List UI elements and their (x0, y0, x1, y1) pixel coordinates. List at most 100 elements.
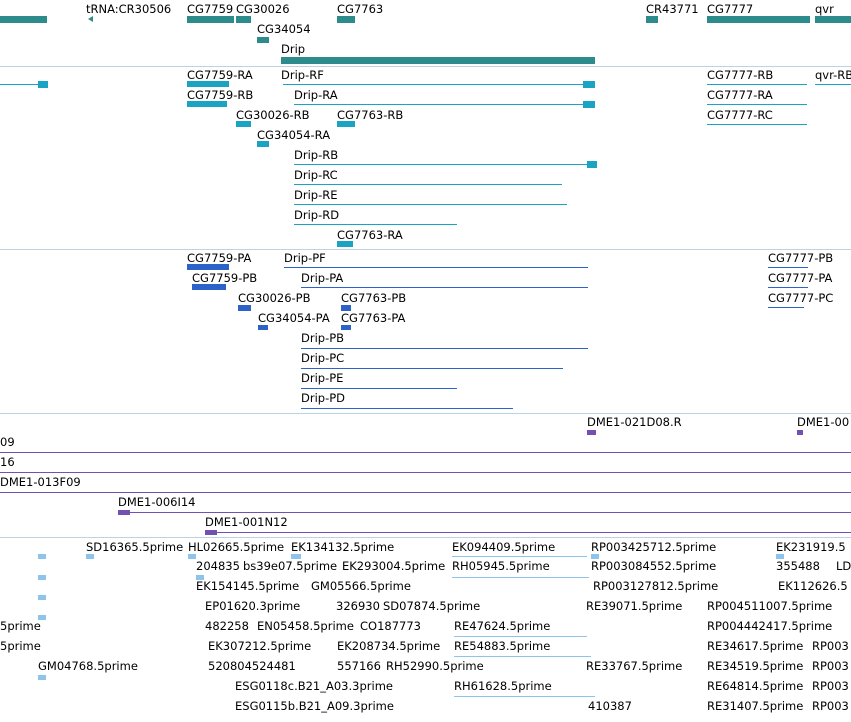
transcript-exon[interactable] (583, 101, 595, 108)
est-label[interactable]: RP003084552.5prime (591, 559, 717, 573)
est-label[interactable]: 355488 (776, 559, 820, 573)
gene-bar[interactable] (707, 16, 810, 23)
transcript-exon[interactable] (337, 241, 353, 247)
est-block[interactable] (291, 554, 301, 559)
est-label[interactable]: RP004442417.5prime (707, 619, 833, 633)
gene-bar[interactable] (187, 16, 234, 23)
clone-label[interactable]: 16 (0, 455, 15, 469)
gene-bar[interactable] (646, 16, 658, 23)
transcript-exon[interactable] (257, 141, 269, 147)
protein-exon[interactable] (187, 264, 229, 270)
transcript-exon[interactable] (38, 81, 48, 88)
est-label[interactable]: HL02665.5prime (188, 540, 285, 554)
protein-label[interactable]: CG7777-PB (768, 251, 834, 265)
est-label[interactable]: SD16365.5prime (86, 540, 184, 554)
est-label[interactable]: EK231919.5 (776, 540, 846, 554)
est-label[interactable]: RP004511007.5prime (707, 599, 833, 613)
est-label[interactable]: RE54883.5prime (454, 639, 551, 653)
transcript-exon[interactable] (337, 121, 355, 127)
clone-label[interactable]: DME1-001N12 (205, 515, 288, 529)
est-block[interactable] (188, 554, 196, 559)
protein-label[interactable]: Drip-PA (301, 271, 344, 285)
est-label[interactable]: EK293004.5prime (342, 559, 446, 573)
transcript-label[interactable]: CG7759-RB (187, 88, 254, 102)
est-label[interactable]: SD07874.5prime (383, 599, 481, 613)
est-block[interactable] (38, 575, 46, 580)
clone-end[interactable] (587, 430, 596, 435)
est-label[interactable]: 482258 (205, 619, 249, 633)
transcript-label[interactable]: CG30026-RB (236, 108, 310, 122)
est-label[interactable]: 410387 (588, 699, 632, 713)
est-label[interactable]: EK112626.5 (778, 579, 848, 593)
est-block[interactable] (196, 575, 204, 580)
transcript-label[interactable]: CG7777-RC (707, 108, 773, 122)
gene-label[interactable]: Drip (281, 42, 306, 56)
transcript-label[interactable]: Drip-RA (294, 88, 338, 102)
est-label[interactable]: bs39e07.5prime (243, 559, 338, 573)
est-block[interactable] (38, 615, 46, 620)
transcript-exon[interactable] (187, 101, 227, 107)
clone-label[interactable]: DME1-021D08.R (587, 415, 682, 429)
clone-label[interactable]: 09 (0, 435, 15, 449)
est-block[interactable] (591, 554, 599, 559)
est-label[interactable]: EK154145.5prime (196, 579, 300, 593)
protein-label[interactable]: Drip-PF (284, 251, 326, 265)
gene-bar[interactable] (815, 16, 851, 23)
transcript-label[interactable]: Drip-RE (294, 188, 338, 202)
protein-exon[interactable] (341, 305, 351, 311)
est-label[interactable]: LD (836, 559, 851, 573)
gene-label[interactable]: CG7763 (337, 2, 384, 16)
transcript-label[interactable]: CG7763-RA (337, 228, 403, 242)
transcript-label[interactable]: Drip-RB (294, 148, 339, 162)
transcript-label[interactable]: CG7777-RA (707, 88, 773, 102)
est-label[interactable]: RE31407.5prime (707, 699, 804, 713)
gene-label[interactable]: CG34054 (257, 22, 311, 36)
est-label[interactable]: RE39071.5prime (586, 599, 683, 613)
protein-exon[interactable] (341, 325, 351, 330)
protein-exon[interactable] (238, 305, 251, 311)
est-label[interactable]: RE34519.5prime (707, 659, 804, 673)
est-label[interactable]: EN05458.5prime (257, 619, 354, 633)
protein-label[interactable]: Drip-PC (301, 351, 345, 365)
est-label[interactable]: RE34617.5prime (707, 639, 804, 653)
protein-label[interactable]: CG7763-PA (341, 311, 406, 325)
transcript-exon[interactable] (236, 121, 251, 127)
est-label[interactable]: EK307212.5prime (208, 639, 312, 653)
est-label[interactable]: EK208734.5prime (337, 639, 441, 653)
est-label[interactable]: EP01620.3prime (205, 599, 301, 613)
protein-label[interactable]: CG7777-PA (768, 271, 833, 285)
est-label[interactable]: EK094409.5prime (452, 540, 556, 554)
transcript-label[interactable]: CG7777-RB (707, 68, 774, 82)
est-label[interactable]: 5prime (0, 619, 41, 633)
est-block[interactable] (38, 595, 46, 600)
gene-bar[interactable] (236, 16, 251, 23)
protein-label[interactable]: CG34054-PA (258, 311, 330, 325)
clone-end[interactable] (797, 430, 803, 435)
est-label[interactable]: RP003 (812, 659, 849, 673)
protein-label[interactable]: CG30026-PB (238, 291, 311, 305)
est-label[interactable]: ESG0115b.B21_A09.3prime (235, 699, 394, 713)
protein-label[interactable]: Drip-PD (301, 391, 346, 405)
est-label[interactable]: RE33767.5prime (586, 659, 683, 673)
est-label[interactable]: RP003 (812, 679, 849, 693)
protein-exon[interactable] (258, 325, 268, 330)
transcript-exon[interactable] (587, 161, 597, 168)
trna-glyph[interactable] (88, 16, 93, 22)
gene-label[interactable]: CG7759 (187, 2, 234, 16)
est-label[interactable]: RH52990.5prime (386, 659, 484, 673)
transcript-label[interactable]: Drip-RF (281, 68, 324, 82)
est-label[interactable]: GM05566.5prime (311, 579, 411, 593)
gene-label[interactable]: CG7777 (707, 2, 754, 16)
est-label[interactable]: 5prime (0, 639, 41, 653)
gene-bar[interactable] (257, 37, 269, 43)
gene-label[interactable]: tRNA:CR30506 (86, 2, 172, 16)
protein-label[interactable]: Drip-PB (301, 331, 345, 345)
est-label[interactable]: RP003 (812, 699, 849, 713)
gene-bar[interactable] (337, 16, 355, 23)
protein-label[interactable]: CG7777-PC (768, 291, 834, 305)
gene-label[interactable]: CR43771 (646, 2, 699, 16)
clone-label[interactable]: DME1-00 (797, 415, 850, 429)
gene-label[interactable]: qvr (815, 2, 834, 16)
est-label[interactable]: 557166 (337, 659, 381, 673)
protein-label[interactable]: CG7759-PA (187, 251, 252, 265)
